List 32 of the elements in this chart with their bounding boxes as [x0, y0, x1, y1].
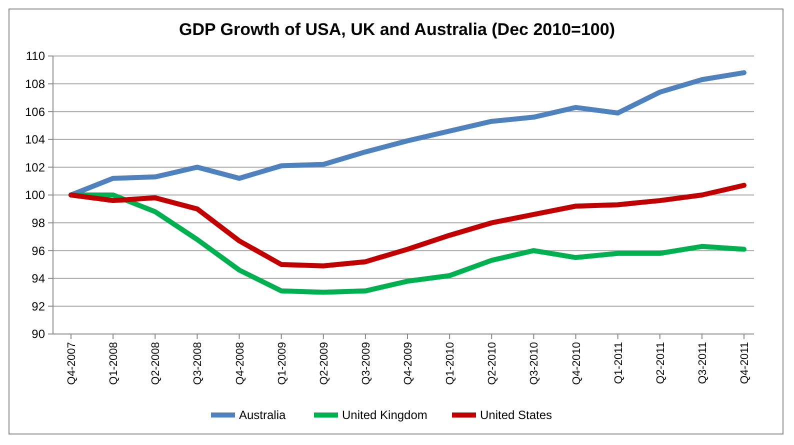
x-tick-label: Q3-2011 — [696, 342, 709, 384]
chart-title: GDP Growth of USA, UK and Australia (Dec 2010=100) — [179, 20, 615, 39]
x-tick-label: Q3-2009 — [360, 342, 372, 385]
x-tick-label: Q2-2010 — [486, 342, 499, 385]
x-tick-label: Q3-2010 — [528, 342, 541, 385]
y-tick-label: 108 — [24, 77, 46, 91]
x-tick-label: Q4-2011 — [739, 342, 751, 384]
x-tick-label: Q1-2010 — [444, 342, 457, 385]
x-tick-label: Q4-2007 — [66, 342, 78, 385]
legend-label: United Kingdom — [342, 408, 428, 422]
legend-label: United States — [480, 408, 552, 422]
y-tick-label: 94 — [32, 272, 46, 286]
x-tick-label: Q3-2008 — [192, 342, 204, 385]
y-tick-label: 98 — [32, 216, 46, 230]
y-tick-label: 102 — [24, 160, 46, 174]
x-tick-label: Q4-2008 — [234, 342, 246, 385]
y-tick-label: 104 — [24, 132, 46, 147]
x-tick-label: Q2-2009 — [318, 342, 330, 385]
x-tick-label: Q1-2008 — [108, 342, 120, 385]
y-tick-label: 90 — [32, 327, 46, 342]
x-tick-label: Q1-2011 — [612, 342, 625, 384]
legend-label: Australia — [239, 408, 286, 422]
x-tick-label: Q1-2009 — [276, 342, 288, 385]
x-tick-label: Q4-2010 — [570, 342, 583, 385]
y-tick-label: 110 — [26, 49, 46, 64]
x-tick-label: Q2-2008 — [150, 342, 162, 385]
y-tick-label: 92 — [32, 299, 46, 314]
y-tick-label: 100 — [24, 188, 46, 202]
x-tick-label: Q4-2009 — [402, 342, 414, 385]
y-tick-label: 96 — [32, 244, 46, 258]
x-tick-label: Q2-2011 — [654, 342, 667, 384]
y-tick-label: 106 — [24, 104, 46, 119]
